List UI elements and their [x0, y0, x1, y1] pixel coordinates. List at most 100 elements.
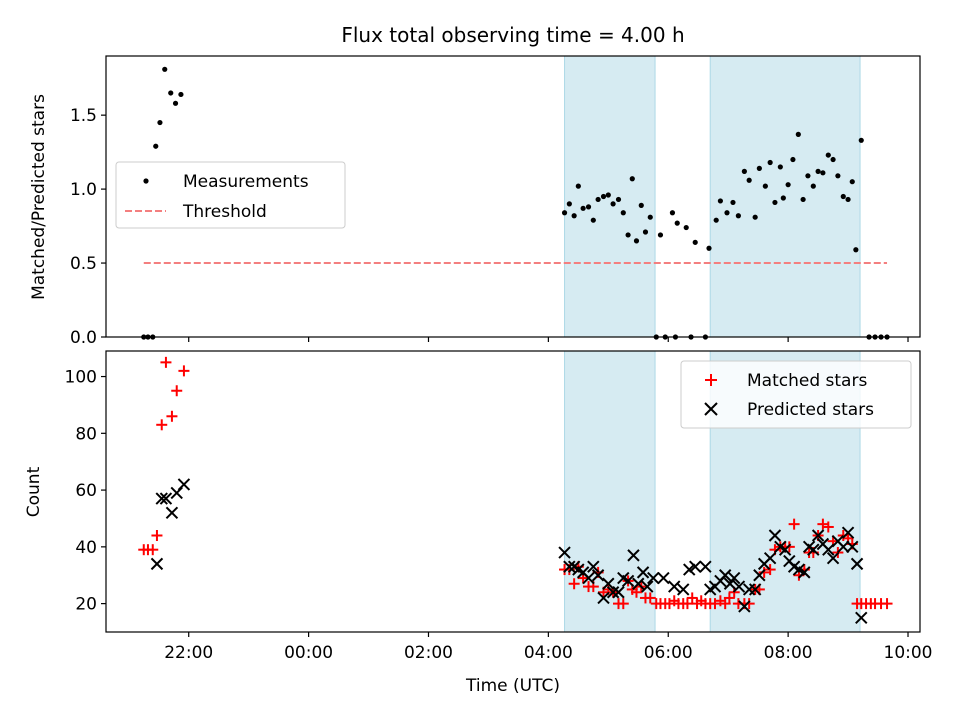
x-tick-label: 10:00: [884, 643, 933, 663]
predicted-star-point: [855, 611, 868, 625]
measurement-point: [580, 205, 586, 211]
predicted-star-point: [587, 560, 600, 573]
predicted-star-point: [850, 557, 864, 571]
measurement-point: [168, 90, 174, 96]
matched-star-point: [568, 578, 580, 590]
y-tick-label: 40: [75, 538, 97, 558]
measurement-point: [610, 201, 616, 207]
measurement-point: [724, 210, 730, 216]
predicted-star-point: [155, 492, 168, 505]
measurement-point: [575, 183, 581, 189]
predicted-star-point: [165, 506, 179, 519]
measurement-point: [800, 196, 806, 203]
predicted-stars-points: [150, 478, 868, 625]
measurement-point: [585, 204, 592, 210]
y-tick-label: 1.5: [70, 106, 97, 126]
predicted-star-point: [753, 569, 766, 582]
measurement-point: [767, 159, 773, 166]
predicted-star-point: [612, 586, 625, 599]
measurement-point: [706, 245, 712, 251]
legend-matched-label: Matched stars: [747, 371, 867, 391]
measurement-point: [642, 229, 649, 235]
bottom-axes-frame: [105, 350, 921, 633]
measurement-point: [590, 217, 596, 223]
matched-star-point: [723, 592, 735, 604]
measurement-point: [595, 196, 601, 203]
measurement-point: [735, 213, 741, 219]
x-tick-label: 08:00: [764, 643, 813, 663]
predicted-star-point: [582, 571, 595, 585]
predicted-star-point: [723, 577, 737, 590]
y-tick-label: 60: [75, 481, 97, 501]
bottom-legend-box: [680, 360, 912, 429]
predicted-star-point: [150, 557, 164, 571]
y-tick-label: 1.0: [70, 180, 97, 200]
measurement-point: [858, 137, 864, 143]
matched-star-point: [166, 410, 178, 422]
predicted-star-point: [632, 577, 645, 590]
predicted-star-point: [602, 577, 615, 590]
top-panel: 0.0 0.5 1.0 1.5 Matched/Predicted stars Mea…: [29, 55, 921, 348]
bottom-legend: Matched stars Predicted stars: [680, 360, 912, 429]
predicted-star-point: [558, 546, 571, 559]
predicted-star-point: [177, 478, 191, 491]
top-axes-frame: [105, 55, 921, 338]
predicted-star-point: [768, 529, 782, 542]
measurement-point: [785, 182, 791, 188]
predicted-star-point: [699, 560, 712, 573]
measurement-point: [669, 210, 676, 216]
measurement-point: [713, 217, 719, 223]
measurement-point: [561, 210, 568, 216]
measurement-point: [752, 214, 758, 220]
measurement-point: [746, 177, 752, 183]
matched-star-point: [743, 598, 755, 610]
predicted-star-point: [668, 580, 681, 593]
x-tick-label: 22:00: [164, 643, 213, 663]
bottom-x-ticks: 22:00 00:00 02:00 04:00 06:00 08:00 10:00: [164, 632, 933, 663]
measurement-point: [840, 193, 846, 200]
measurement-point: [615, 196, 622, 203]
matched-star-point: [764, 564, 776, 576]
measurement-point: [756, 165, 762, 171]
predicted-star-point: [763, 551, 777, 565]
predicted-star-point: [677, 583, 690, 596]
x-tick-label: 02:00: [404, 643, 453, 663]
top-legend-box: [115, 161, 346, 229]
matched-star-point: [178, 365, 190, 377]
predicted-star-point: [798, 566, 811, 579]
x-axis-label: Time (UTC): [465, 676, 560, 696]
measurement-point: [805, 173, 811, 179]
measurement-point: [157, 119, 163, 126]
measurement-point: [625, 232, 631, 238]
measurement-point: [633, 238, 640, 244]
measurement-point: [820, 170, 826, 176]
x-tick-label: 04:00: [524, 643, 573, 663]
matched-star-point: [156, 419, 168, 431]
measurement-point: [853, 247, 859, 253]
measurement-point: [730, 199, 736, 206]
predicted-star-point: [732, 580, 746, 593]
legend-measurements-marker: [143, 178, 149, 184]
matched-star-point: [160, 356, 172, 368]
legend-threshold-label: Threshold: [182, 202, 267, 222]
predicted-star-point: [837, 540, 850, 554]
measurement-point: [178, 91, 184, 98]
y-tick-label: 20: [75, 595, 97, 615]
top-legend: Measurements Threshold: [115, 161, 346, 229]
measurement-point: [605, 192, 611, 198]
matched-star-point: [686, 592, 698, 604]
bottom-y-ticks: 20 40 60 80 100: [65, 368, 106, 615]
predicted-star-point: [846, 540, 859, 554]
legend-predicted-label: Predicted stars: [747, 400, 874, 420]
measurement-point: [692, 239, 698, 245]
measurement-point: [638, 202, 644, 208]
predicted-star-point: [689, 560, 702, 573]
predicted-star-point: [826, 551, 840, 565]
predicted-star-point: [811, 529, 825, 542]
measurement-point: [600, 193, 607, 200]
predicted-star-point: [748, 583, 762, 596]
legend-matched-marker: [705, 374, 717, 386]
measurement-point: [762, 183, 768, 189]
measurement-point: [620, 210, 626, 216]
